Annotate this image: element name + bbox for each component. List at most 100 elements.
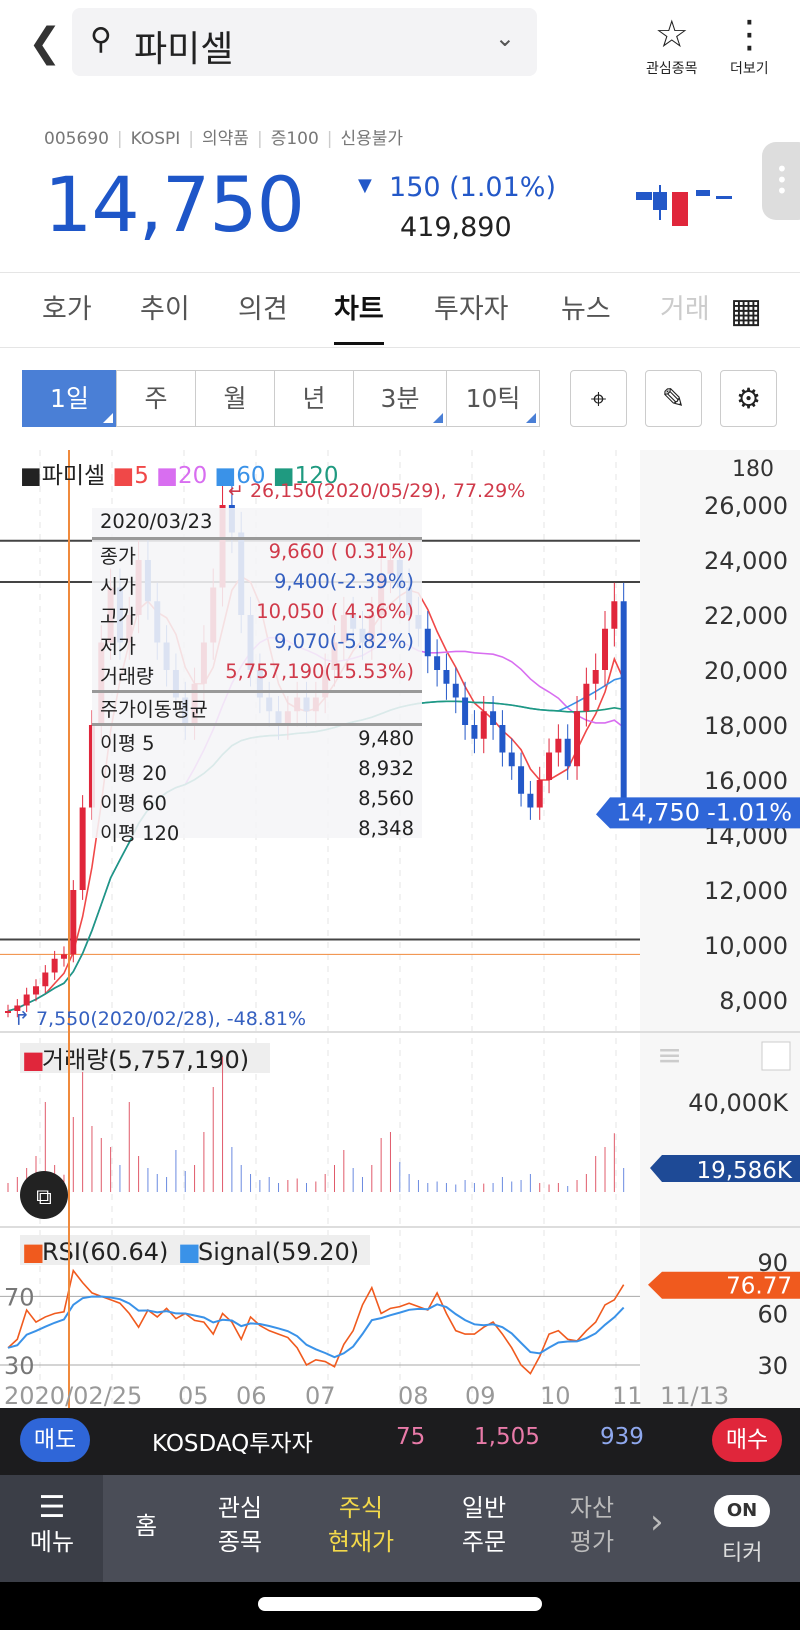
x-tick: 11 xyxy=(612,1382,643,1408)
axis-panel xyxy=(640,450,800,1408)
ticker-toggle[interactable]: ON xyxy=(714,1495,770,1527)
candle xyxy=(23,994,30,1006)
tooltip-row: 저가 9,070(-5.82%) xyxy=(100,630,414,658)
candle xyxy=(602,628,609,670)
tab-bar: 호가 추이 의견 차트 투자자 뉴스 거래 ▦ xyxy=(0,272,800,348)
signal-title: Signal(59.20) xyxy=(198,1238,359,1266)
volume-title: 거래량(5,757,190) xyxy=(42,1046,249,1074)
tab-chart[interactable]: 차트 xyxy=(334,287,384,345)
candle xyxy=(546,752,553,780)
tab-news[interactable]: 뉴스 xyxy=(561,294,611,325)
period-10tick[interactable]: 10틱 xyxy=(446,370,540,427)
change-value: 150 (1.01%) xyxy=(389,172,556,203)
price-tick: 20,000 xyxy=(704,657,788,685)
candle xyxy=(79,807,86,890)
rsi-tick: 30 xyxy=(757,1352,788,1380)
close-pane-icon xyxy=(761,1041,791,1071)
candle xyxy=(88,725,95,808)
candle xyxy=(480,711,487,739)
layout-toggle-icon xyxy=(20,1171,68,1219)
more-label: 더보기 xyxy=(730,61,769,77)
x-tick: 05 xyxy=(178,1382,209,1408)
nav-stock-price[interactable]: 주식 현재가 xyxy=(327,1494,395,1556)
gear-icon[interactable]: ⚙ xyxy=(720,370,777,427)
price-tick: 16,000 xyxy=(704,767,788,795)
drag-handle-icon: ≡ xyxy=(657,1038,682,1073)
search-value: 파미셀 xyxy=(134,29,234,70)
tooltip-row: 종가 9,660 ( 0.31%) xyxy=(100,540,414,568)
sell-button[interactable]: 매도 xyxy=(20,1418,90,1462)
rsi-title: RSI(60.64) xyxy=(42,1238,168,1266)
x-tick: 09 xyxy=(465,1382,496,1408)
candle xyxy=(443,670,450,684)
grid-menu-icon[interactable]: ▦ xyxy=(730,291,763,331)
tab-opinion[interactable]: 의견 xyxy=(238,294,288,325)
pencil-icon[interactable]: ✎ xyxy=(645,370,702,427)
legend-ma5: ■5 xyxy=(112,463,149,489)
tooltip-row: 시가 9,400(-2.39%) xyxy=(100,570,414,598)
sector: 의약품 xyxy=(202,129,249,149)
x-tick: 08 xyxy=(398,1382,429,1408)
more-button[interactable]: ⋮ 더보기 xyxy=(730,10,769,78)
volume-axis-label: 40,000K xyxy=(688,1089,789,1117)
nav-assets[interactable]: 자산 평가 xyxy=(569,1494,615,1556)
candle xyxy=(32,986,39,995)
investor-label: KOSDAQ투자자 xyxy=(152,1431,313,1457)
price-tick: 26,000 xyxy=(704,492,788,520)
tab-investor[interactable]: 투자자 xyxy=(434,294,509,325)
x-tick: 11/13 xyxy=(660,1382,729,1408)
tab-orderbook[interactable]: 호가 xyxy=(42,294,92,325)
rsi-guide-label: 70 xyxy=(4,1283,35,1311)
chevron-right-icon[interactable]: › xyxy=(650,1502,664,1542)
watchlist-button[interactable]: ☆ 관심종목 xyxy=(646,10,698,78)
side-drawer-handle[interactable]: • • • xyxy=(762,142,800,220)
volume-current-label: 19,586K xyxy=(696,1158,792,1184)
rsi-title-bg xyxy=(20,1235,370,1265)
nav-menu[interactable]: ☰ 메뉴 xyxy=(24,1491,80,1559)
low-annotation: ↱ 7,550(2020/02/28), -48.81% xyxy=(14,1008,307,1030)
tooltip-row: 거래량 5,757,190(15.53%) xyxy=(100,660,414,688)
down-arrow-icon: ▼ xyxy=(358,175,372,196)
nav-order[interactable]: 일반 주문 xyxy=(461,1494,507,1556)
search-input[interactable]: ⚲ 파미셀 ⌄ xyxy=(72,8,537,76)
rsi-guide-label: 30 xyxy=(4,1352,35,1380)
x-tick: 10 xyxy=(540,1382,571,1408)
tooltip-ma-row: 이평 60 8,560 xyxy=(100,787,414,815)
candle xyxy=(5,1011,11,1013)
tooltip-ma-title: 주가이동평균 xyxy=(100,698,208,721)
tab-trades[interactable]: 거래 xyxy=(660,294,710,325)
tab-trend[interactable]: 추이 xyxy=(140,294,190,325)
high-annotation: ↵ 26,150(2020/05/29), 77.29% xyxy=(228,480,526,502)
volume-swatch: ■ xyxy=(22,1046,45,1074)
more-vertical-icon: ⋮ xyxy=(730,12,769,56)
candle xyxy=(527,793,534,808)
period-3min[interactable]: 3분 xyxy=(353,370,447,427)
period-week[interactable]: 주 xyxy=(116,370,196,427)
period-year[interactable]: 년 xyxy=(274,370,354,427)
rsi-current-tag xyxy=(648,1271,800,1299)
volume-current-tag xyxy=(650,1155,800,1182)
current-price-tag-label: 14,750 xyxy=(616,798,700,826)
stock-meta: 005690 | KOSPI | 의약품 | 증100 | 신용불가 xyxy=(44,129,404,149)
chevron-down-icon[interactable]: ⌄ xyxy=(494,24,515,52)
candle xyxy=(536,780,543,808)
legend-price: ■파미셀 xyxy=(20,463,106,489)
buy-button[interactable]: 매수 xyxy=(712,1418,782,1462)
period-day[interactable]: 1일 xyxy=(22,370,117,427)
signal-line xyxy=(7,1295,625,1359)
x-tick: 2020/02/25 xyxy=(4,1382,142,1408)
nav-home[interactable]: 홈 xyxy=(134,1512,158,1540)
home-indicator[interactable] xyxy=(258,1597,542,1611)
period-month[interactable]: 월 xyxy=(195,370,275,427)
price-tick: 10,000 xyxy=(704,932,788,960)
market: KOSPI xyxy=(130,129,181,149)
candle xyxy=(14,1005,21,1011)
credit-status: 신용불가 xyxy=(340,129,404,149)
candle xyxy=(508,752,515,767)
candle xyxy=(620,601,627,815)
candle xyxy=(471,725,478,739)
crosshair-icon[interactable]: ⌖ xyxy=(570,370,627,427)
volume-title-bg xyxy=(20,1043,270,1073)
nav-watchlist[interactable]: 관심 종목 xyxy=(217,1494,263,1556)
back-icon[interactable]: ❮ xyxy=(28,20,62,66)
